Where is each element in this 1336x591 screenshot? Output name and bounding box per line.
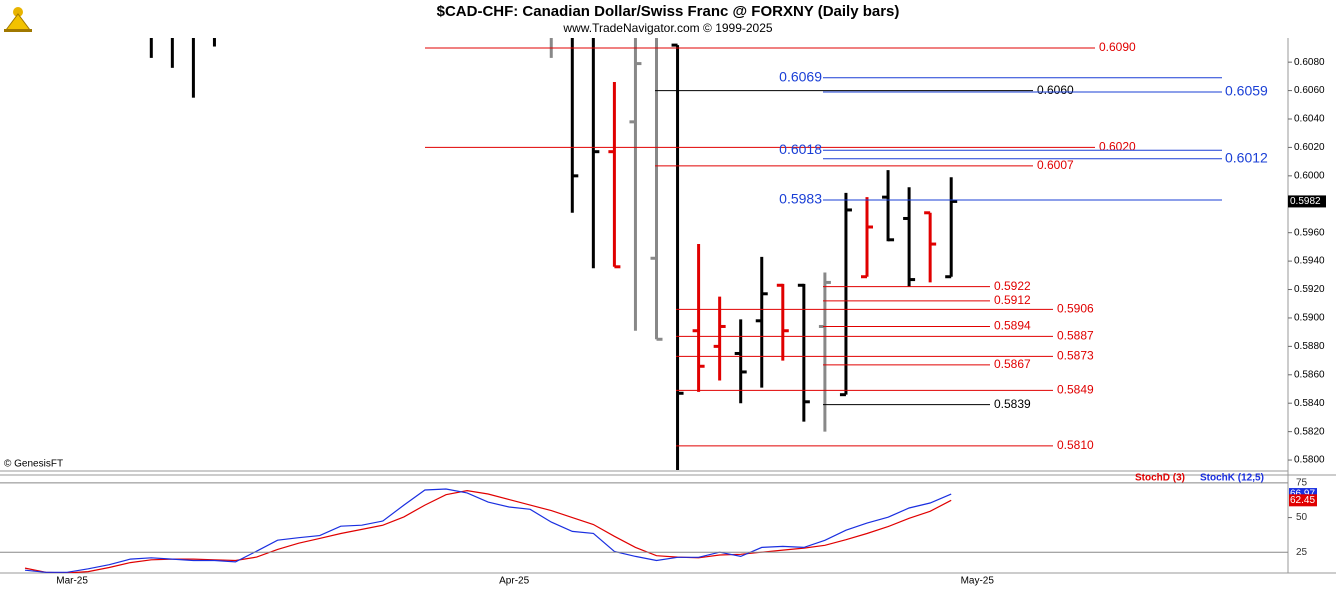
annotation: © GenesisFT: [4, 459, 63, 470]
y-tick-label: 0.5880: [1294, 341, 1325, 352]
level-label: 0.6018: [779, 141, 822, 157]
y-tick-label: 0.6080: [1294, 57, 1325, 68]
chart-subtitle: www.TradeNavigator.com © 1999-2025: [562, 21, 772, 35]
value-label-box: [1289, 494, 1317, 507]
y-tick-label: 0.5960: [1294, 227, 1325, 238]
level-label: 0.6060: [1037, 83, 1074, 97]
value-label: 62.45: [1290, 495, 1315, 506]
y-tick-label: 0.5820: [1294, 426, 1325, 437]
level-label: 0.5887: [1057, 329, 1094, 343]
level-label: 0.5873: [1057, 348, 1094, 362]
stoch-lines: [24, 488, 952, 573]
level-label: 0.5894: [994, 319, 1031, 333]
y-tick-label: 25: [1296, 547, 1308, 558]
y-tick-label: 0.5900: [1294, 313, 1325, 324]
last-price-label: 0.5982: [1290, 196, 1321, 207]
level-label: 0.6090: [1099, 40, 1136, 54]
level-label: 0.5906: [1057, 302, 1094, 316]
x-tick-label: Apr-25: [499, 576, 529, 587]
logo: [4, 7, 32, 32]
y-tick-label: 0.6020: [1294, 142, 1325, 153]
level-label: 0.6012: [1225, 149, 1268, 165]
y-tick-label: 0.6000: [1294, 170, 1325, 181]
level-label: 0.5983: [779, 191, 822, 207]
chart-title: $CAD-CHF: Canadian Dollar/Swiss Franc @ …: [437, 3, 900, 20]
legend-entry: StochD (3): [1135, 473, 1185, 484]
y-tick-label: 75: [1296, 478, 1308, 489]
y-tick-label: 0.5860: [1294, 369, 1325, 380]
level-label: 0.5849: [1057, 383, 1094, 397]
stoch-line: [24, 488, 952, 573]
y-tick-label: 0.5840: [1294, 398, 1325, 409]
level-label: 0.5839: [994, 397, 1031, 411]
level-label: 0.5867: [994, 357, 1031, 371]
x-tick-label: Mar-25: [56, 576, 88, 587]
y-tick-label: 0.6040: [1294, 114, 1325, 125]
level-label: 0.6007: [1037, 158, 1074, 172]
level-label: 0.5810: [1057, 438, 1094, 452]
y-tick-label: 50: [1296, 512, 1308, 523]
last-price-box: [1288, 195, 1326, 208]
y-tick-label: 0.6060: [1294, 85, 1325, 96]
level-label: 0.5912: [994, 293, 1031, 307]
level-label: 0.6020: [1099, 140, 1136, 154]
y-tick-label: 0.5800: [1294, 455, 1325, 466]
level-label: 0.5922: [994, 279, 1031, 293]
level-label: 0.6059: [1225, 83, 1268, 99]
legend-entry: StochK (12,5): [1200, 473, 1264, 484]
y-tick-label: 0.5920: [1294, 284, 1325, 295]
value-label: 66.97: [1290, 489, 1315, 500]
y-tick-label: 0.5940: [1294, 256, 1325, 267]
level-label: 0.6069: [779, 68, 822, 84]
x-tick-label: May-25: [961, 576, 995, 587]
